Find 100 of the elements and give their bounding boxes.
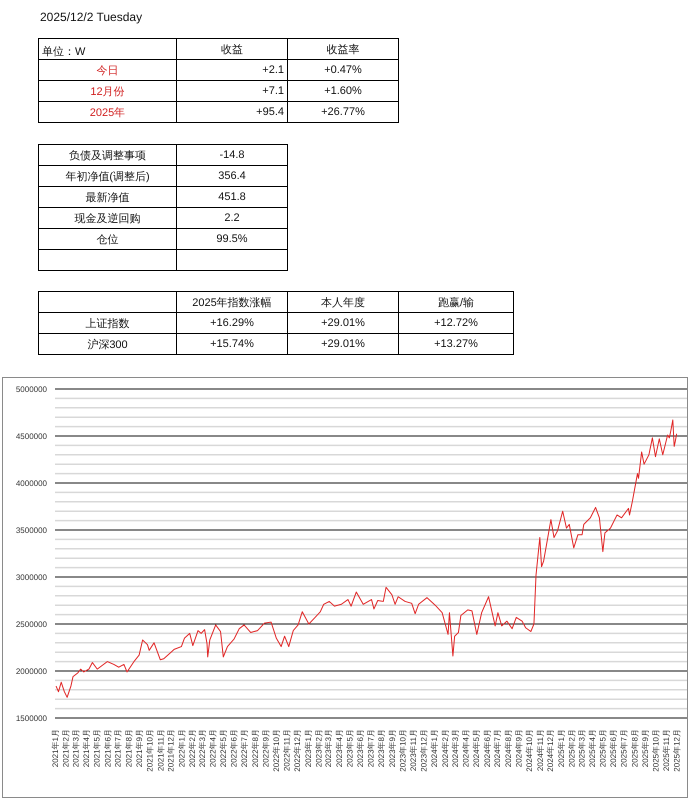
y-tick-label: 2500000 xyxy=(16,620,48,629)
text: +29.01% xyxy=(288,334,398,354)
x-tick-label: 2024年3月 xyxy=(450,729,460,768)
text: 今日 xyxy=(38,60,176,80)
text: +12.72% xyxy=(398,312,514,334)
text: 356.4 xyxy=(176,166,288,186)
text: 收益率 xyxy=(288,38,398,60)
text: 仓位 xyxy=(38,228,176,250)
text: 跑赢/输 xyxy=(398,292,514,312)
x-tick-label: 2025年5月 xyxy=(598,729,608,768)
x-tick-label: 2023年11月 xyxy=(409,729,418,772)
x-tick-label: 2022年4月 xyxy=(208,729,218,768)
x-tick-label: 2021年4月 xyxy=(82,729,92,768)
x-tick-label: 2023年7月 xyxy=(366,729,376,768)
x-tick-label: 2023年12月 xyxy=(419,729,428,772)
x-tick-label: 2024年12月 xyxy=(546,729,556,772)
line-series xyxy=(56,420,678,698)
y-tick-label: 4000000 xyxy=(16,478,48,488)
x-tick-label: 2025年6月 xyxy=(609,729,618,768)
x-tick-label: 2024年10月 xyxy=(525,729,534,772)
x-tick-label: 2021年7月 xyxy=(114,729,123,768)
y-tick-label: 3000000 xyxy=(16,572,48,582)
text: 2.2 xyxy=(176,208,288,228)
text: +95.4 xyxy=(176,102,288,122)
text: +29.01% xyxy=(288,312,398,334)
text: 负债及调整事项 xyxy=(38,144,176,166)
x-tick-label: 2025年10月 xyxy=(651,729,660,772)
text: 本人年度 xyxy=(288,292,398,312)
x-tick-label: 2025年11月 xyxy=(662,729,672,772)
y-tick-label: 5000000 xyxy=(16,384,48,394)
y-tick-label: 3500000 xyxy=(16,526,48,535)
text: +13.27% xyxy=(398,334,514,354)
text: +16.29% xyxy=(176,312,288,334)
x-tick-label: 2023年9月 xyxy=(388,729,397,768)
x-tick-label: 2021年3月 xyxy=(71,729,80,768)
x-tick-label: 2022年8月 xyxy=(250,729,260,768)
x-tick-label: 2024年1月 xyxy=(430,729,440,768)
x-tick-label: 2022年5月 xyxy=(218,729,228,768)
y-tick-label: 4500000 xyxy=(16,432,48,441)
x-tick-label: 2022年2月 xyxy=(188,729,198,768)
text: 99.5% xyxy=(176,228,288,250)
text: 现金及逆回购 xyxy=(38,208,176,228)
x-tick-label: 2021年1月 xyxy=(51,729,60,768)
x-tick-label: 2023年8月 xyxy=(377,729,386,768)
text: +2.1 xyxy=(176,60,288,80)
x-tick-label: 2025年1月 xyxy=(556,729,566,768)
x-tick-label: 2022年7月 xyxy=(240,729,250,768)
x-tick-label: 2024年2月 xyxy=(440,729,450,768)
x-tick-label: 2021年12月 xyxy=(166,729,176,772)
x-tick-label: 2023年6月 xyxy=(356,729,366,768)
y-tick-label: 1500000 xyxy=(16,714,48,723)
text: -14.8 xyxy=(176,144,288,166)
text: 2025/12/2 Tuesday xyxy=(40,10,142,24)
text: 12月份 xyxy=(38,80,176,102)
x-tick-label: 2021年8月 xyxy=(124,729,134,768)
x-tick-label: 2023年10月 xyxy=(398,729,408,772)
x-tick-label: 2021年6月 xyxy=(103,729,112,768)
text: 上证指数 xyxy=(38,312,176,334)
text: +15.74% xyxy=(176,334,288,354)
x-tick-label: 2021年2月 xyxy=(62,729,71,768)
y-tick-label: 2000000 xyxy=(16,666,48,676)
x-tick-label: 2024年5月 xyxy=(472,729,482,768)
x-tick-label: 2021年5月 xyxy=(92,729,102,768)
text: +26.77% xyxy=(288,102,398,122)
x-tick-label: 2021年11月 xyxy=(156,729,166,772)
x-tick-label: 2025年2月 xyxy=(568,729,577,768)
x-tick-label: 2023年2月 xyxy=(314,729,324,768)
x-tick-label: 2022年11月 xyxy=(282,729,292,772)
x-tick-label: 2025年8月 xyxy=(630,729,640,768)
text: +1.60% xyxy=(288,80,398,102)
text: 最新净值 xyxy=(38,186,176,208)
text: 收益 xyxy=(176,38,288,60)
text: +0.47% xyxy=(288,60,398,80)
x-tick-label: 2024年4月 xyxy=(462,729,471,768)
x-tick-label: 2022年1月 xyxy=(177,729,186,768)
text: 沪深300 xyxy=(38,334,176,354)
x-tick-label: 2024年6月 xyxy=(482,729,492,768)
text: 2025年指数涨幅 xyxy=(176,292,288,312)
text: 年初净值(调整后) xyxy=(38,166,176,186)
text: 单位：W xyxy=(38,38,176,60)
x-tick-label: 2022年10月 xyxy=(272,729,281,772)
text: 451.8 xyxy=(176,186,288,208)
x-tick-label: 2023年4月 xyxy=(334,729,344,768)
x-tick-label: 2025年4月 xyxy=(588,729,598,768)
x-tick-label: 2023年5月 xyxy=(345,729,354,768)
x-tick-label: 2021年10月 xyxy=(146,729,155,772)
text: 2025年 xyxy=(38,102,176,122)
x-tick-label: 2024年9月 xyxy=(514,729,524,768)
x-tick-label: 2025年3月 xyxy=(577,729,586,768)
x-tick-label: 2025年12月 xyxy=(672,729,682,772)
x-tick-label: 2025年9月 xyxy=(641,729,650,768)
x-tick-label: 2022年3月 xyxy=(198,729,207,768)
x-tick-label: 2025年7月 xyxy=(620,729,629,768)
x-tick-label: 2023年1月 xyxy=(304,729,313,768)
x-tick-label: 2023年3月 xyxy=(324,729,334,768)
x-tick-label: 2021年9月 xyxy=(135,729,144,768)
text: +7.1 xyxy=(176,80,288,102)
x-tick-label: 2024年11月 xyxy=(536,729,545,772)
x-tick-label: 2022年9月 xyxy=(262,729,271,768)
x-tick-label: 2024年8月 xyxy=(504,729,513,768)
